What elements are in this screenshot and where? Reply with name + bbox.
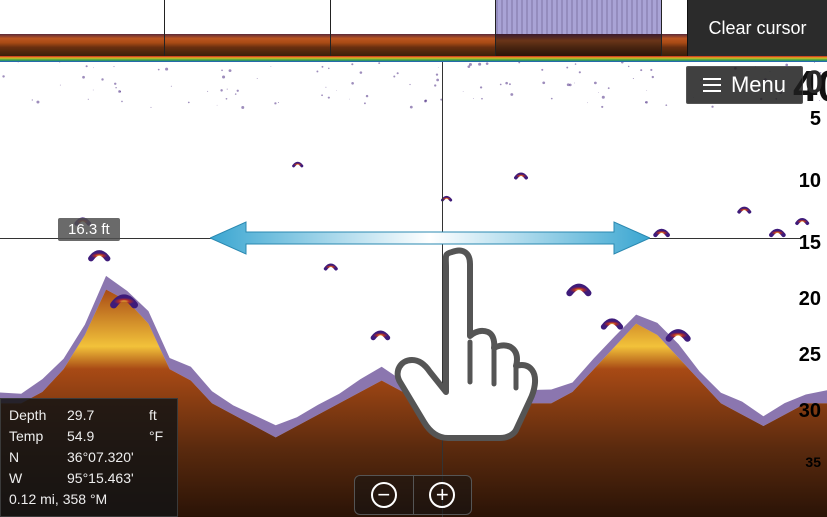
history-segment-selected[interactable] [496, 0, 661, 56]
touch-hand-icon [390, 242, 540, 442]
info-panel: Depth29.7ftTemp54.9°FN36°07.320'W95°15.4… [0, 398, 178, 517]
zoom-controls: − + [354, 475, 472, 515]
depth-tick: 20 [799, 288, 821, 311]
depth-tick: 5 [810, 108, 821, 131]
depth-tick: 15 [799, 232, 821, 255]
info-row: Depth29.7ft [9, 405, 169, 426]
sonar-screen: + 16.3 ft 40 05101520253035 Clear cursor… [0, 0, 827, 517]
depth-tick: 25 [799, 344, 821, 367]
clear-cursor-button[interactable]: Clear cursor [687, 0, 827, 56]
cursor-depth-label: 16.3 ft [58, 218, 120, 241]
depth-scale: 40 05101520253035 [793, 62, 823, 517]
history-segment[interactable] [331, 0, 496, 56]
menu-button[interactable]: Menu [686, 66, 803, 104]
info-footer: 0.12 mi, 358 °M [9, 489, 169, 510]
history-segment[interactable] [0, 0, 165, 56]
info-row: W95°15.463' [9, 468, 169, 489]
depth-tick: 30 [799, 400, 821, 423]
depth-tick: 35 [805, 454, 821, 470]
menu-button-label: Menu [731, 72, 786, 98]
zoom-in-button[interactable]: + [414, 476, 472, 514]
depth-tick: 10 [799, 170, 821, 193]
depth-tick: 0 [805, 64, 823, 101]
info-row: Temp54.9°F [9, 426, 169, 447]
hamburger-icon [703, 78, 721, 92]
plus-icon: + [429, 482, 455, 508]
minus-icon: − [371, 482, 397, 508]
info-row: N36°07.320' [9, 447, 169, 468]
history-segment[interactable] [165, 0, 330, 56]
zoom-out-button[interactable]: − [355, 476, 414, 514]
